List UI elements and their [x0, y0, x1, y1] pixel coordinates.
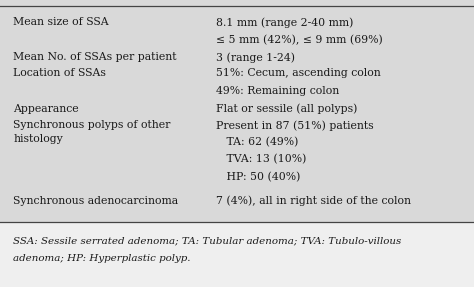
Text: Present in 87 (51%) patients: Present in 87 (51%) patients	[216, 120, 374, 131]
Text: 7 (4%), all in right side of the colon: 7 (4%), all in right side of the colon	[216, 196, 410, 206]
Bar	[0, 222, 474, 287]
Text: Location of SSAs: Location of SSAs	[13, 68, 106, 78]
Text: 51%: Cecum, ascending colon: 51%: Cecum, ascending colon	[216, 68, 381, 78]
Text: adenoma; HP: Hyperplastic polyp.: adenoma; HP: Hyperplastic polyp.	[13, 254, 191, 263]
Text: Synchronous adenocarcinoma: Synchronous adenocarcinoma	[13, 196, 178, 206]
Text: TA: 62 (49%): TA: 62 (49%)	[216, 137, 298, 148]
Text: Synchronous polyps of other
histology: Synchronous polyps of other histology	[13, 120, 171, 144]
Text: 49%: Remaining colon: 49%: Remaining colon	[216, 86, 339, 96]
Text: 3 (range 1-24): 3 (range 1-24)	[216, 52, 295, 63]
Text: Flat or sessile (all polyps): Flat or sessile (all polyps)	[216, 104, 357, 115]
Text: TVA: 13 (10%): TVA: 13 (10%)	[216, 154, 306, 165]
Text: Appearance: Appearance	[13, 104, 79, 114]
Text: HP: 50 (40%): HP: 50 (40%)	[216, 172, 300, 182]
Text: Mean No. of SSAs per patient: Mean No. of SSAs per patient	[13, 52, 177, 62]
Text: 8.1 mm (range 2-40 mm): 8.1 mm (range 2-40 mm)	[216, 17, 353, 28]
Text: Mean size of SSA: Mean size of SSA	[13, 17, 109, 27]
Text: ≤ 5 mm (42%), ≤ 9 mm (69%): ≤ 5 mm (42%), ≤ 9 mm (69%)	[216, 34, 383, 45]
Text: SSA: Sessile serrated adenoma; TA: Tubular adenoma; TVA: Tubulo-villous: SSA: Sessile serrated adenoma; TA: Tubul…	[13, 237, 401, 246]
